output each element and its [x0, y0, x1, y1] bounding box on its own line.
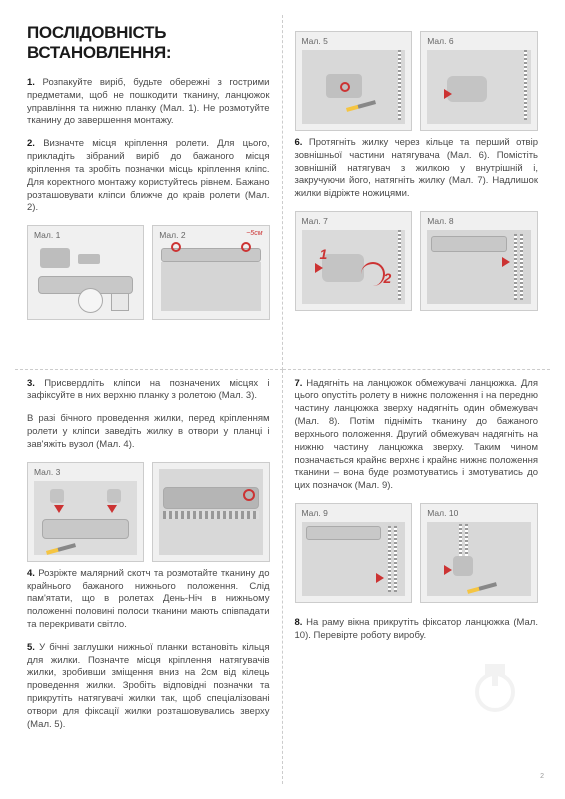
step-8-body: На раму вікна прикрутіть фіксатор ланцюж… — [295, 617, 539, 641]
watermark-icon — [465, 654, 525, 714]
step-3-text: 3. Присвердліть кліпси на позначених міс… — [27, 378, 270, 404]
step-4-text: 4. Розріжте малярний скотч та розмотайте… — [27, 568, 270, 632]
step-3-num: 3. — [27, 378, 35, 389]
figure-row-5-6: Мал. 5 Мал. 6 — [295, 31, 539, 131]
step-5-body: У бічні заглушки нижньої планки встанові… — [27, 642, 270, 730]
figure-4: Мал. 4 — [152, 462, 269, 562]
step-7-num: 7. — [295, 378, 303, 389]
figure-2: Мал. 2 ~5см — [152, 225, 269, 320]
step-4-body: Розріжте малярний скотч та розмотайте тк… — [27, 568, 270, 630]
step-4-num: 4. — [27, 568, 35, 579]
step-3-text-b: В разі бічного проведення жилки, перед к… — [27, 413, 270, 451]
figure-8: Мал. 8 — [420, 211, 538, 311]
figure-row-7-8: Мал. 7 1 2 Мал. 8 — [295, 211, 539, 311]
step-5-num: 5. — [27, 642, 35, 653]
figure-row-9-10: Мал. 9 Мал. 10 — [295, 503, 539, 603]
step-2-num: 2. — [27, 138, 35, 149]
figure-1: Мал. 1 — [27, 225, 144, 320]
step-6-text: 6. Протягніть жилку через кільце та перш… — [295, 137, 539, 201]
step-7-body: Надягніть на ланцюжок обмежувачі ланцюжк… — [295, 378, 539, 492]
step-2-text: 2. Визначте місця кріплення ролети. Для … — [27, 138, 270, 215]
figure-row-1-2: Мал. 1 Мал. 2 ~5см — [27, 225, 270, 320]
figure-6: Мал. 6 — [420, 31, 538, 131]
quadrant-2: Мал. 5 Мал. 6 6. Протягніть жилку через … — [283, 15, 551, 370]
step-3-body-a: Присвердліть кліпси на позначених місцях… — [27, 378, 270, 402]
quadrant-3: 3. Присвердліть кліпси на позначених міс… — [15, 370, 283, 784]
figure-7: Мал. 7 1 2 — [295, 211, 413, 311]
figure-2-dimension: ~5см — [246, 230, 262, 237]
figure-row-3-4: Мал. 3 Мал. 4 — [27, 462, 270, 562]
step-1-num: 1. — [27, 77, 35, 88]
step-8-text: 8. На раму вікна прикрутіть фіксатор лан… — [295, 617, 539, 643]
figure-10: Мал. 10 — [420, 503, 538, 603]
step-1-body: Розпакуйте виріб, будьте обережні з гост… — [27, 77, 270, 126]
step-6-body: Протягніть жилку через кільце та перший … — [295, 137, 539, 199]
quadrant-1: ПОСЛІДОВНІСТЬ ВСТАНОВЛЕННЯ: 1. Розпакуйт… — [15, 15, 283, 370]
figure-3: Мал. 3 — [27, 462, 144, 562]
step-1-text: 1. Розпакуйте виріб, будьте обережні з г… — [27, 77, 270, 128]
figure-5: Мал. 5 — [295, 31, 413, 131]
page-number: 2 — [540, 773, 544, 780]
step-8-num: 8. — [295, 617, 303, 628]
step-5-text: 5. У бічні заглушки нижньої планки встан… — [27, 642, 270, 732]
step-2-body: Визначте місця кріплення ролети. Для цьо… — [27, 138, 270, 213]
step-7-text: 7. Надягніть на ланцюжок обмежувачі ланц… — [295, 378, 539, 493]
step-6-num: 6. — [295, 137, 303, 148]
page-title: ПОСЛІДОВНІСТЬ ВСТАНОВЛЕННЯ: — [27, 23, 270, 63]
quadrant-4: 7. Надягніть на ланцюжок обмежувачі ланц… — [283, 370, 551, 784]
figure-9: Мал. 9 — [295, 503, 413, 603]
